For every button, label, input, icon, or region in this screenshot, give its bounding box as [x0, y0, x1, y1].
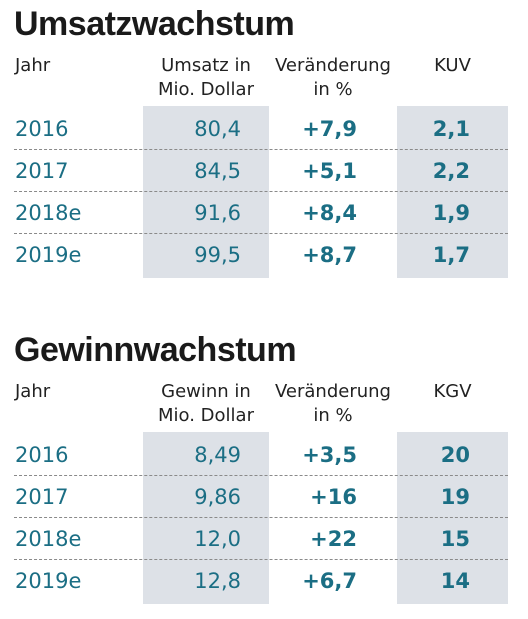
- header-change-line1: Veränderung: [275, 55, 391, 76]
- header-change-line1: Veränderung: [275, 381, 391, 402]
- header-change-line2: in %: [313, 79, 353, 100]
- profit-value-column-shade: [143, 432, 269, 604]
- table-row: 2018e 91,6 +8,4 1,9: [14, 192, 508, 234]
- profit-ratio-column-shade: [397, 432, 508, 604]
- row-divider: [14, 233, 508, 234]
- row-divider: [14, 559, 508, 560]
- kuv-cell: 1,9: [432, 201, 470, 225]
- year-cell: 2016: [15, 443, 69, 467]
- kuv-cell: 2,2: [432, 159, 470, 183]
- kgv-cell: 15: [440, 527, 470, 551]
- row-divider: [14, 191, 508, 192]
- table-row: 2016 80,4 +7,9 2,1: [14, 108, 508, 150]
- revenue-table-title: Umsatzwachstum: [14, 5, 295, 43]
- header-jahr: Jahr: [15, 381, 51, 402]
- profit-table-title: Gewinnwachstum: [14, 331, 297, 369]
- table-row: 2019e 12,8 +6,7 14: [14, 560, 508, 602]
- change-cell: +5,1: [302, 159, 357, 183]
- revenue-cell: 84,5: [194, 159, 241, 183]
- kuv-cell: 1,7: [432, 243, 470, 267]
- header-jahr: Jahr: [15, 55, 51, 76]
- row-divider: [14, 517, 508, 518]
- revenue-cell: 91,6: [194, 201, 241, 225]
- kgv-cell: 14: [440, 569, 470, 593]
- revenue-cell: 99,5: [194, 243, 241, 267]
- year-cell: 2019e: [15, 243, 82, 267]
- table-row: 2019e 99,5 +8,7 1,7: [14, 234, 508, 276]
- header-revenue: Umsatz in Mio. Dollar: [143, 54, 269, 102]
- header-profit-line2: Mio. Dollar: [158, 405, 254, 426]
- year-cell: 2018e: [15, 527, 82, 551]
- header-profit-line1: Gewinn in: [161, 381, 251, 402]
- change-cell: +16: [310, 485, 357, 509]
- year-cell: 2016: [15, 117, 69, 141]
- year-cell: 2018e: [15, 201, 82, 225]
- kuv-cell: 2,1: [432, 117, 470, 141]
- header-kgv: KGV: [433, 381, 472, 402]
- change-cell: +3,5: [302, 443, 357, 467]
- change-cell: +8,7: [302, 243, 357, 267]
- header-revenue-line1: Umsatz in: [161, 55, 251, 76]
- change-cell: +7,9: [302, 117, 357, 141]
- table-row: 2016 8,49 +3,5 20: [14, 434, 508, 476]
- table-row: 2017 84,5 +5,1 2,2: [14, 150, 508, 192]
- header-profit: Gewinn in Mio. Dollar: [143, 380, 269, 428]
- revenue-ratio-column-shade: [397, 106, 508, 278]
- header-change: Veränderung in %: [270, 380, 396, 428]
- change-cell: +8,4: [302, 201, 357, 225]
- change-cell: +22: [310, 527, 357, 551]
- profit-cell: 8,49: [194, 443, 241, 467]
- revenue-cell: 80,4: [194, 117, 241, 141]
- header-change-line2: in %: [313, 405, 353, 426]
- table-row: 2017 9,86 +16 19: [14, 476, 508, 518]
- kgv-cell: 20: [440, 443, 470, 467]
- revenue-value-column-shade: [143, 106, 269, 278]
- year-cell: 2017: [15, 485, 69, 509]
- header-change: Veränderung in %: [270, 54, 396, 102]
- profit-cell: 12,0: [194, 527, 241, 551]
- table-row: 2018e 12,0 +22 15: [14, 518, 508, 560]
- row-divider: [14, 149, 508, 150]
- profit-cell: 9,86: [194, 485, 241, 509]
- year-cell: 2017: [15, 159, 69, 183]
- kgv-cell: 19: [440, 485, 470, 509]
- change-cell: +6,7: [302, 569, 357, 593]
- header-revenue-line2: Mio. Dollar: [158, 79, 254, 100]
- header-kuv: KUV: [434, 55, 471, 76]
- row-divider: [14, 475, 508, 476]
- profit-cell: 12,8: [194, 569, 241, 593]
- year-cell: 2019e: [15, 569, 82, 593]
